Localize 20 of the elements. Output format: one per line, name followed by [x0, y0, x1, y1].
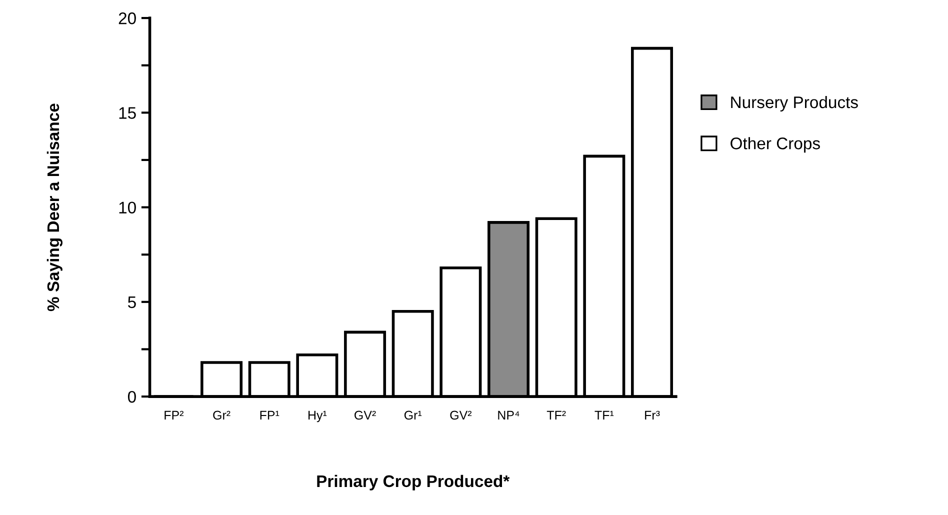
x-tick-label: Hy¹: [308, 410, 327, 422]
x-tick-label: NP⁴: [498, 410, 520, 420]
y-tick-label: 20: [118, 12, 136, 24]
x-axis-title: Primary Crop Produced*: [317, 474, 510, 490]
legend-label: Nursery Products: [731, 96, 858, 112]
x-tick-label: Fr³: [645, 410, 660, 420]
x-tick-label: TF²: [546, 410, 566, 420]
x-tick-label: FP²: [164, 410, 184, 420]
x-tick-label: TF¹: [594, 410, 614, 420]
y-tick-label: 10: [119, 202, 136, 214]
x-tick-label: FP¹: [260, 410, 280, 420]
x-tick-label: GV²: [450, 410, 472, 420]
y-tick-label: 15: [119, 107, 136, 119]
y-tick-label: 0: [128, 390, 136, 403]
y-tick-label: 5: [128, 296, 136, 308]
y-axis-title: % Saying Deer a Nuisance: [46, 104, 62, 312]
legend-label: Other Crops: [730, 137, 820, 153]
x-tick-label: Gr²: [213, 410, 230, 420]
x-tick-label: Gr¹: [404, 410, 422, 420]
x-tick-label: GV²: [354, 410, 376, 420]
